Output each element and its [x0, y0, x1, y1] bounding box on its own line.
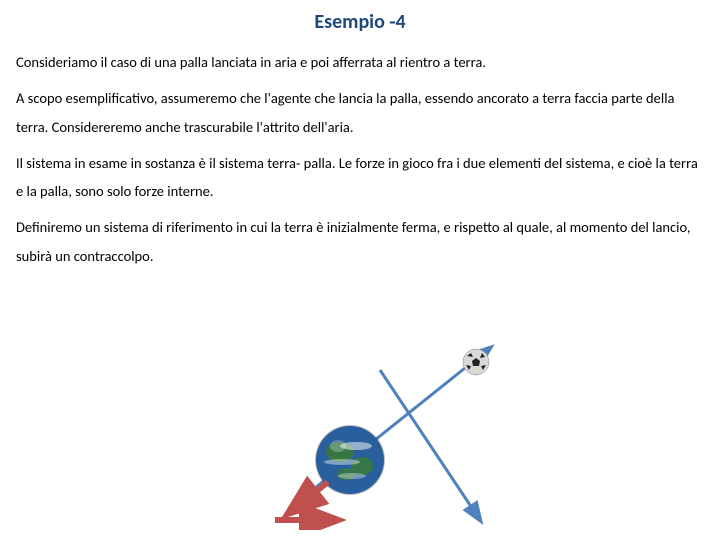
earth-ball-diagram	[180, 330, 540, 530]
paragraph-1: Consideriamo il caso di una palla lancia…	[16, 48, 704, 76]
page-title: Esempio -4	[0, 0, 720, 48]
paragraph-3: Il sistema in esame in sostanza è il sis…	[16, 149, 704, 206]
paragraph-2: A scopo esemplificativo, assumeremo che …	[16, 84, 704, 141]
paragraph-4: Definiremo un sistema di riferimento in …	[16, 213, 704, 270]
content-area: Consideriamo il caso di una palla lancia…	[0, 48, 720, 270]
